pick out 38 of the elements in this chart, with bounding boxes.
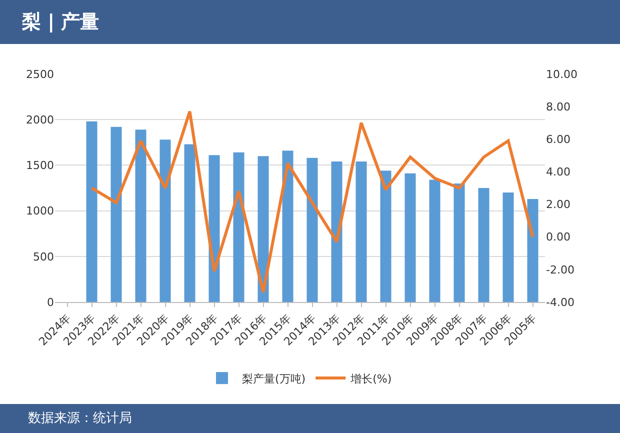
bar	[135, 130, 146, 302]
y-tick-label: 2500	[26, 68, 54, 81]
bar	[233, 152, 244, 302]
y-tick-label: 1000	[26, 204, 54, 218]
bar	[208, 155, 220, 302]
bar	[454, 183, 465, 302]
bar	[478, 188, 490, 302]
bar	[258, 156, 269, 302]
y2-tick-label: 4.00	[546, 166, 570, 179]
y2-tick-label: -2.00	[546, 263, 574, 276]
bar	[306, 158, 318, 302]
legend-label: 增长(%)	[350, 372, 392, 386]
bar	[282, 150, 294, 302]
chart-title: 梨 | 产量	[0, 0, 620, 44]
bar	[502, 192, 514, 302]
bar	[356, 162, 367, 302]
bar	[331, 162, 342, 302]
bar	[86, 121, 98, 302]
bar	[429, 180, 440, 302]
source-note: 数据来源：统计局	[0, 404, 620, 433]
bar	[160, 140, 171, 302]
y2-tick-label: 10.00	[546, 68, 578, 81]
y2-tick-label: -4.00	[546, 296, 574, 309]
bar	[404, 173, 416, 302]
y2-tick-label: 2.00	[546, 198, 570, 212]
y-tick-label: 500	[33, 250, 54, 264]
y2-tick-label: 6.00	[546, 132, 570, 146]
bar	[110, 126, 122, 302]
legend-label: 梨产量(万吨)	[242, 372, 306, 386]
y-tick-label: 1500	[26, 159, 54, 172]
y2-tick-label: 0.00	[546, 230, 570, 244]
bar	[527, 198, 538, 302]
bar	[184, 144, 196, 302]
bar	[380, 170, 392, 302]
y2-tick-label: 8.00	[546, 100, 570, 114]
line-series	[90, 110, 534, 294]
y-tick-label: 0	[47, 296, 54, 309]
y-tick-label: 2000	[26, 113, 54, 126]
